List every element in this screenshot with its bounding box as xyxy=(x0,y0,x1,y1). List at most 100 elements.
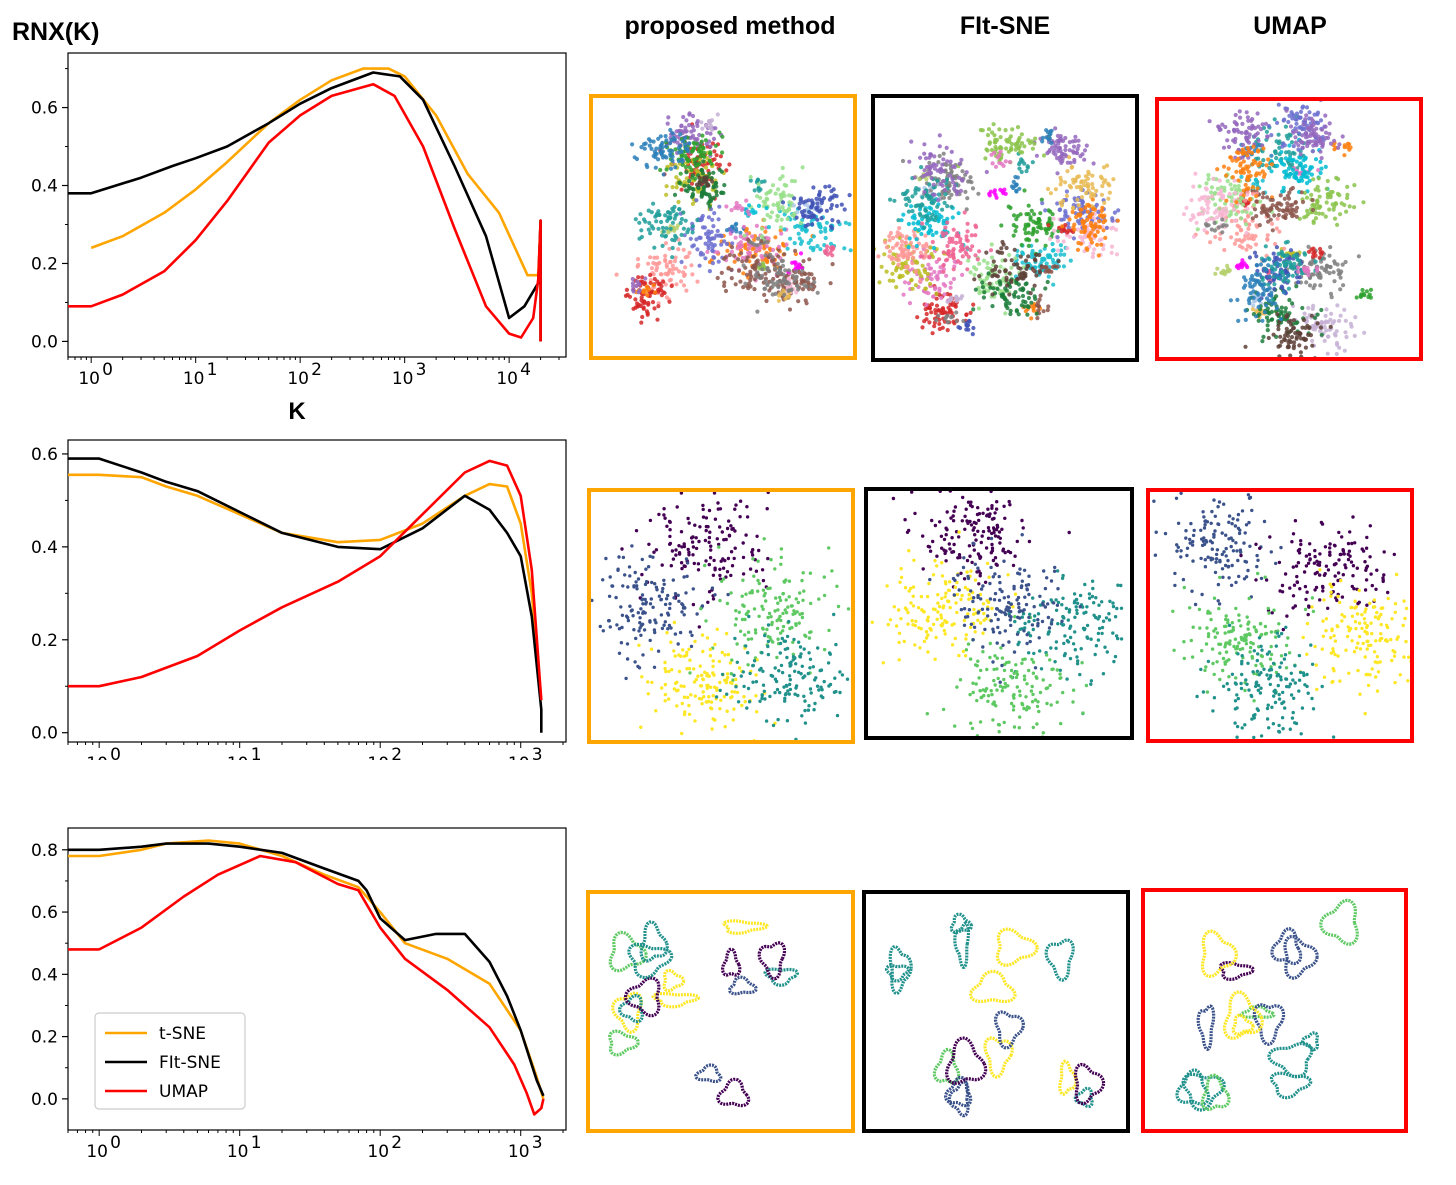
embedding-point xyxy=(687,141,692,146)
embedding-point xyxy=(759,234,764,239)
embedding-point xyxy=(687,111,692,116)
embedding-point xyxy=(1066,225,1071,230)
embedding-point xyxy=(1281,185,1286,190)
embedding-point xyxy=(1047,216,1052,221)
embedding-point xyxy=(690,113,696,119)
embedding-point xyxy=(1026,203,1031,208)
embedding-point xyxy=(1206,173,1211,178)
embedding-point xyxy=(930,254,935,260)
embedding-point xyxy=(718,154,723,159)
embedding-point xyxy=(949,149,954,154)
embedding-point xyxy=(781,288,786,293)
embedding-point xyxy=(1115,218,1120,223)
embedding-point xyxy=(1234,200,1239,205)
embedding-point xyxy=(842,207,847,212)
embedding-point xyxy=(941,233,946,238)
y-tick-label: 0.0 xyxy=(31,332,58,352)
embedding-point xyxy=(709,161,714,166)
embedding-point xyxy=(1311,177,1316,182)
embedding-point xyxy=(1306,211,1311,217)
embedding-point xyxy=(697,132,702,138)
embedding-point xyxy=(668,606,672,611)
embedding-point xyxy=(780,263,786,268)
embedding-point xyxy=(628,604,632,608)
embedding-point xyxy=(981,295,986,300)
embedding-point xyxy=(781,277,786,282)
embedding-point xyxy=(739,251,744,256)
embedding-point xyxy=(632,155,637,160)
embedding-point xyxy=(962,210,967,215)
embedding-point xyxy=(762,537,766,541)
embedding-point xyxy=(1336,177,1341,182)
embedding-point xyxy=(1266,318,1271,324)
x-tick-label: 100 xyxy=(86,745,121,760)
embedding-point xyxy=(923,252,928,257)
embedding-point xyxy=(920,263,925,268)
embedding-point xyxy=(1277,257,1283,262)
embedding-point xyxy=(1013,174,1018,180)
legend-label: FIt-SNE xyxy=(159,1053,221,1073)
embedding-point xyxy=(797,205,802,211)
embedding-point xyxy=(1067,234,1072,239)
embedding-point xyxy=(733,235,738,240)
embedding-point xyxy=(954,310,959,315)
embedding-point xyxy=(1055,264,1060,269)
embedding-point xyxy=(764,599,768,603)
embedding-point xyxy=(1259,283,1264,288)
embedding-point xyxy=(711,184,716,189)
embedding-point xyxy=(740,206,745,211)
embedding-point xyxy=(726,556,731,561)
embedding-point xyxy=(616,567,620,571)
embedding-point xyxy=(690,244,695,249)
embedding-point xyxy=(1038,222,1043,227)
embedding-point xyxy=(637,220,642,225)
embedding-point xyxy=(947,195,952,201)
embedding-point xyxy=(829,202,835,208)
embedding-point xyxy=(1076,143,1081,148)
embedding-point xyxy=(679,259,684,265)
embedding-point xyxy=(633,217,638,222)
embedding-point xyxy=(1068,185,1074,190)
embedding-point xyxy=(814,196,819,201)
embedding-point xyxy=(1086,188,1091,193)
embedding-point xyxy=(810,222,815,227)
embedding-point xyxy=(711,224,716,229)
embedding-point xyxy=(960,169,965,174)
embedding-point xyxy=(1023,258,1029,263)
embedding-point xyxy=(1317,194,1322,199)
embedding-point xyxy=(1090,185,1095,191)
embedding-point xyxy=(691,602,696,607)
embedding-point xyxy=(1255,186,1260,191)
embedding-point xyxy=(715,275,720,281)
embedding-point xyxy=(968,310,973,315)
embedding-point xyxy=(1047,268,1052,274)
embedding-point xyxy=(950,164,955,169)
embedding-point xyxy=(1000,250,1005,255)
embedding-point xyxy=(1327,253,1332,258)
embedding-point xyxy=(1279,284,1284,289)
embedding-point xyxy=(664,167,669,172)
embedding-point xyxy=(1246,140,1252,145)
embedding-point xyxy=(745,255,750,260)
embedding-point xyxy=(896,218,901,223)
embedding-panel-proposed-row-1 xyxy=(589,94,857,360)
embedding-point xyxy=(1077,184,1082,189)
embedding-point xyxy=(688,236,693,241)
embedding-point xyxy=(800,165,805,170)
embedding-point xyxy=(1273,301,1278,306)
embedding-point xyxy=(948,280,953,285)
embedding-point xyxy=(1189,198,1194,203)
embedding-point xyxy=(664,262,669,267)
embedding-point xyxy=(927,166,933,171)
embedding-point xyxy=(676,642,680,646)
embedding-point xyxy=(740,255,745,260)
embedding-point xyxy=(751,254,756,259)
embedding-point xyxy=(1215,215,1220,220)
embedding-point xyxy=(1310,149,1315,154)
embedding-point xyxy=(1009,258,1014,263)
embedding-point xyxy=(927,255,932,260)
embedding-point xyxy=(1320,211,1325,216)
embedding-point xyxy=(621,584,625,588)
embedding-point xyxy=(937,167,942,173)
embedding-point xyxy=(1013,228,1018,234)
